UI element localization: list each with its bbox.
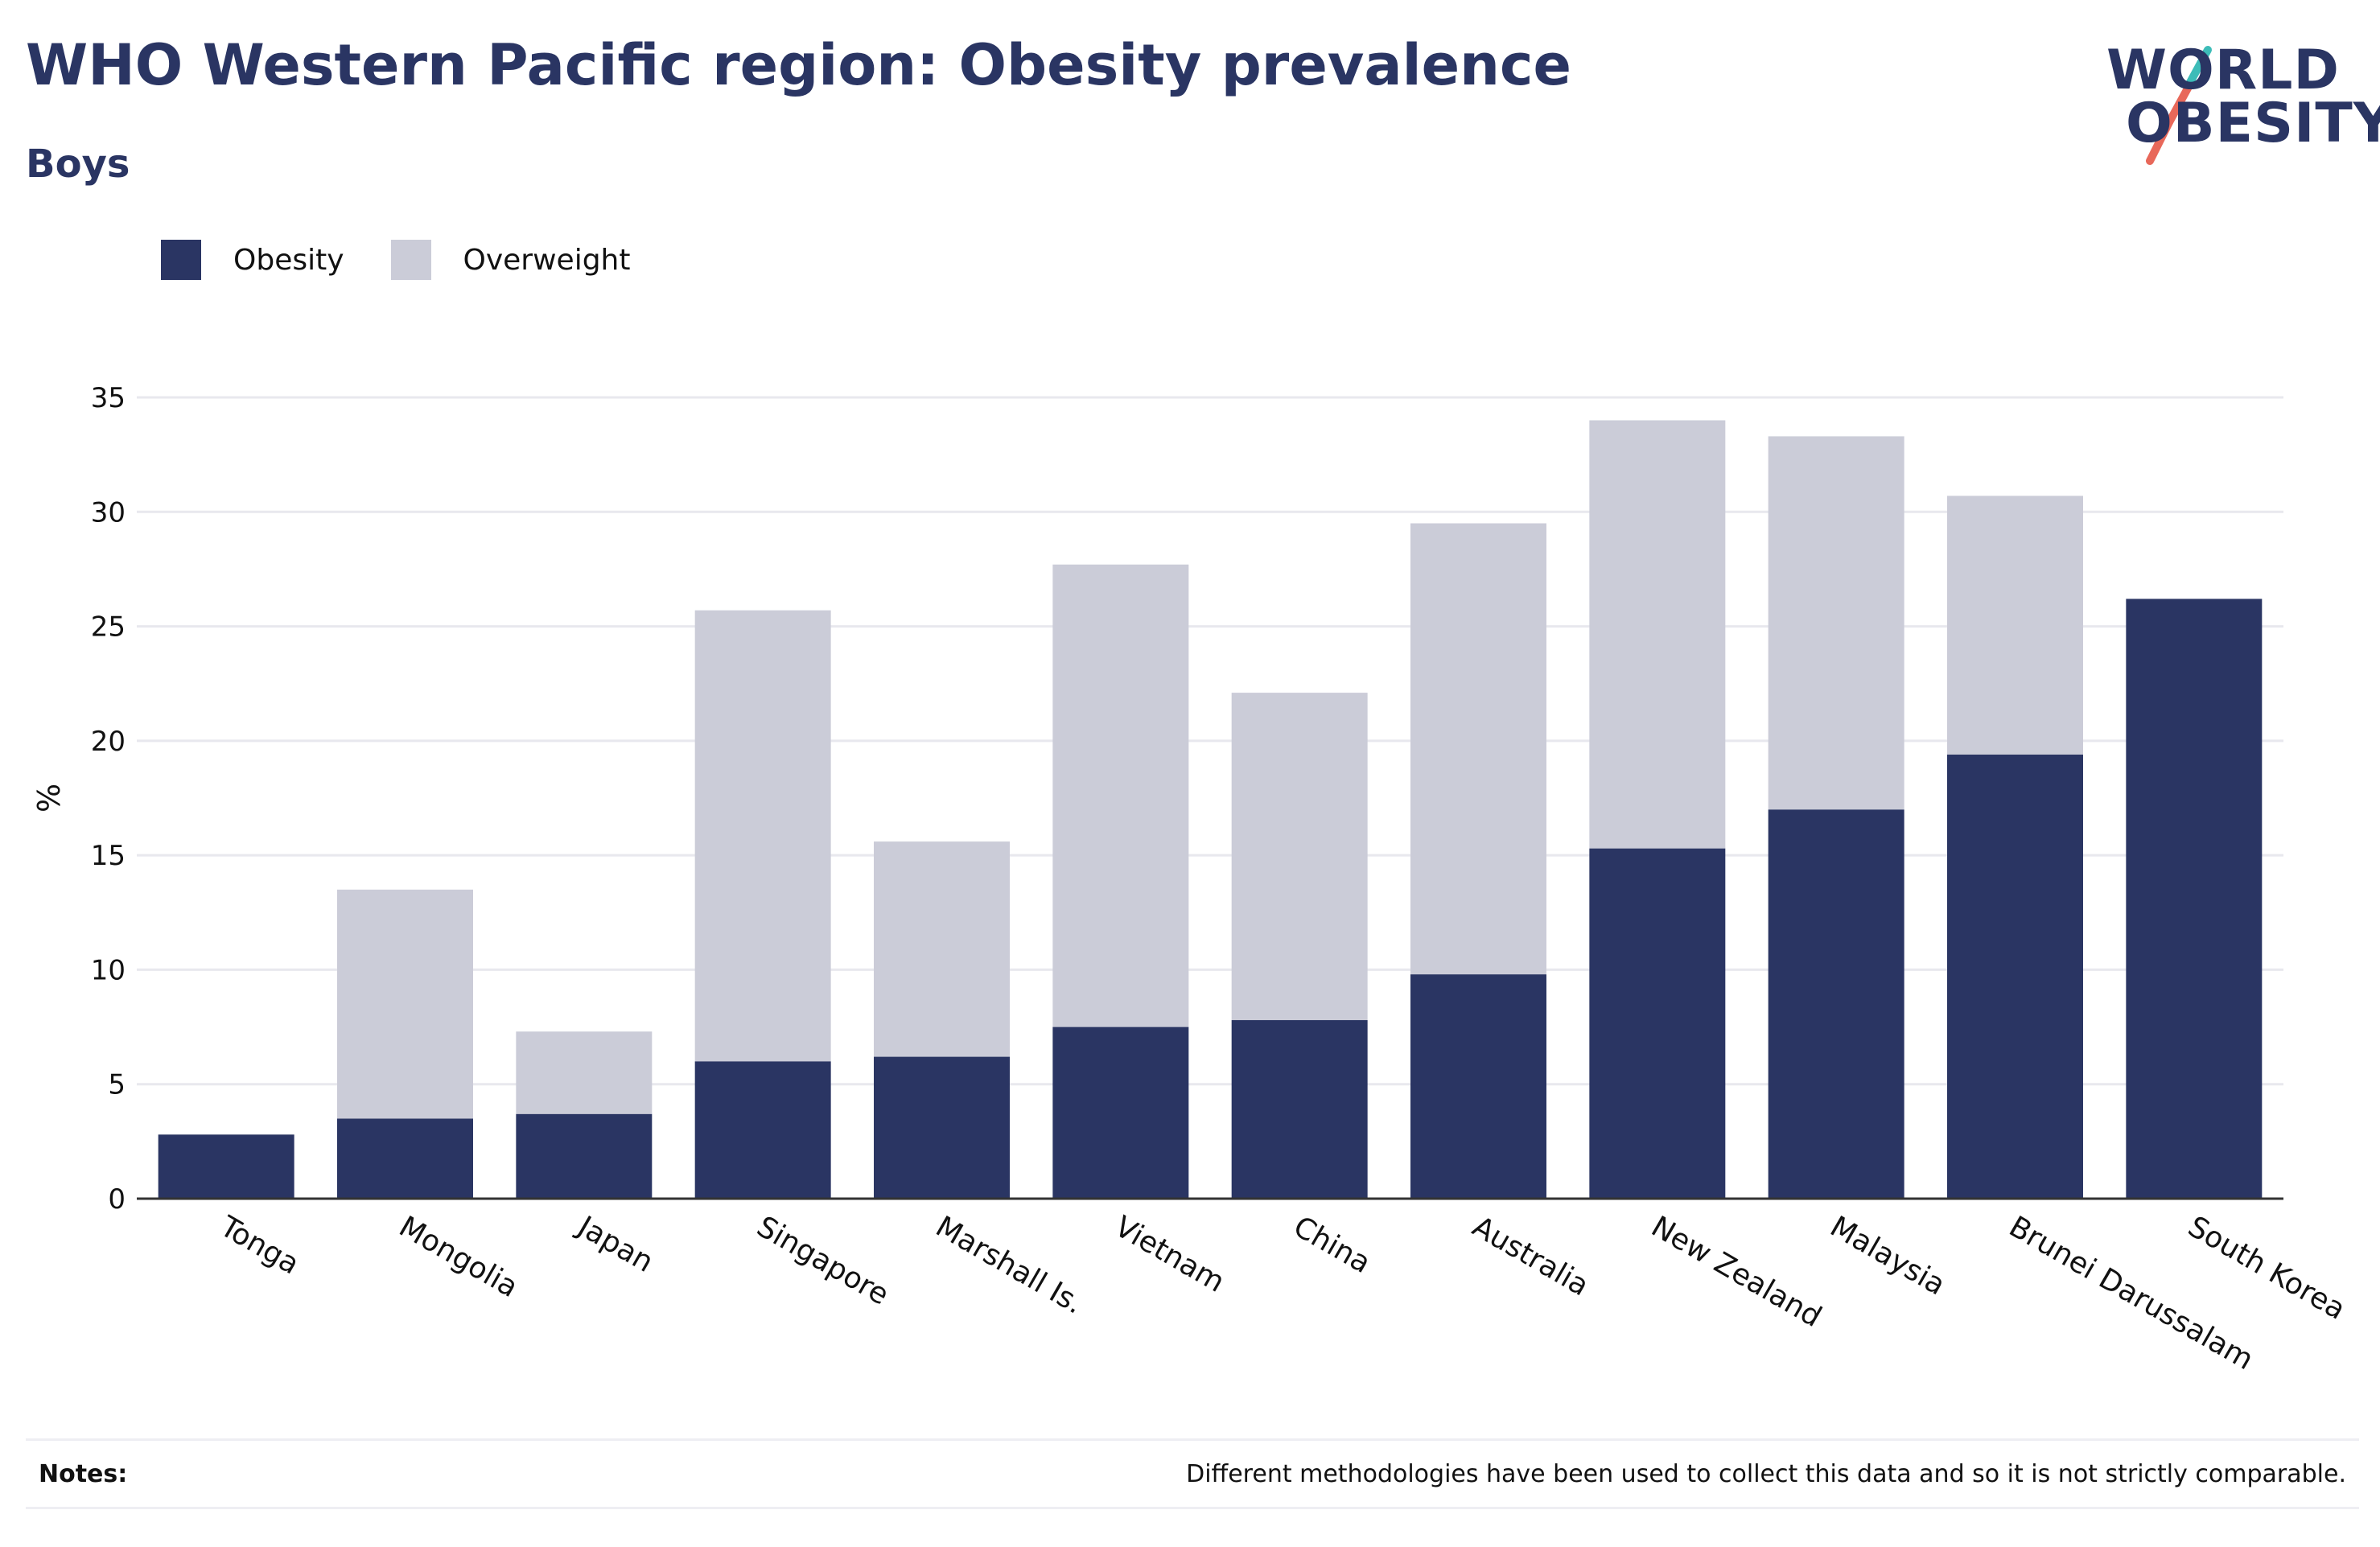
bar-overweight-australia [1410, 523, 1546, 975]
bar-obesity-marshall-is- [874, 1056, 1010, 1199]
y-tick-label: 15 [91, 840, 126, 872]
bar-overweight-new-zealand [1589, 420, 1726, 849]
bar-overweight-vietnam [1052, 564, 1189, 1027]
y-tick-label: 5 [108, 1069, 126, 1101]
bar-overweight-marshall-is- [874, 841, 1010, 1057]
bar-obesity-malaysia [1768, 809, 1904, 1199]
legend-item-obesity: Obesity [161, 240, 344, 280]
chart-title: WHO Western Pacific region: Obesity prev… [26, 32, 1571, 98]
bar-obesity-vietnam [1052, 1027, 1189, 1199]
chart-subtitle: Boys [26, 142, 130, 187]
y-tick-label: 10 [91, 954, 126, 986]
x-tick-label: Japan [571, 1209, 659, 1279]
notes-bottom-divider [26, 1507, 2359, 1509]
y-tick-label: 25 [91, 611, 126, 644]
bar-obesity-singapore [694, 1061, 831, 1199]
legend-swatch-overweight [390, 240, 431, 280]
logo-text-obesity: OBESITY [2126, 92, 2380, 155]
bar-obesity-brunei-darussalam [1947, 754, 2083, 1199]
x-tick-label: South Korea [2182, 1210, 2350, 1327]
world-obesity-logo: WORLD OBESITY [2092, 32, 2380, 177]
x-tick-label: Mongolia [393, 1210, 524, 1304]
chart-legend: Obesity Overweight [161, 240, 677, 280]
bar-overweight-brunei-darussalam [1947, 496, 2083, 755]
y-axis-label: % [31, 784, 67, 813]
y-tick-label: 0 [108, 1183, 126, 1216]
x-tick-label: Vietnam [1109, 1210, 1229, 1299]
x-tick-label: New Zealand [1645, 1210, 1826, 1334]
notes-label: Notes: [39, 1460, 128, 1488]
bar-obesity-tonga [158, 1134, 294, 1199]
bar-overweight-mongolia [337, 889, 473, 1119]
legend-label-overweight: Overweight [463, 243, 631, 277]
bar-obesity-japan [516, 1113, 653, 1199]
notes-top-divider [26, 1438, 2359, 1441]
legend-item-overweight: Overweight [390, 240, 631, 280]
bar-obesity-south-korea [2126, 599, 2263, 1199]
x-tick-label: Tonga [214, 1210, 305, 1282]
bar-obesity-australia [1410, 974, 1546, 1199]
bar-obesity-new-zealand [1589, 848, 1726, 1199]
legend-swatch-obesity [161, 240, 201, 280]
bar-obesity-mongolia [337, 1118, 473, 1199]
x-tick-label: China [1288, 1210, 1377, 1280]
y-tick-label: 20 [91, 726, 126, 758]
legend-label-obesity: Obesity [233, 243, 344, 277]
bar-overweight-japan [516, 1031, 653, 1114]
x-tick-label: Malaysia [1825, 1210, 1951, 1302]
x-tick-label: Marshall Is. [930, 1210, 1089, 1320]
bar-overweight-singapore [694, 610, 831, 1062]
x-tick-label: Singapore [751, 1210, 895, 1311]
bar-overweight-malaysia [1768, 436, 1904, 810]
notes-text: Different methodologies have been used t… [1186, 1460, 2346, 1488]
bar-overweight-china [1231, 693, 1368, 1021]
logo-text-world: WORLD [2106, 39, 2340, 102]
y-tick-label: 35 [91, 382, 126, 414]
logo-slash-icon [2146, 46, 2212, 165]
y-tick-label: 30 [91, 496, 126, 529]
bar-obesity-china [1231, 1020, 1368, 1199]
x-tick-label: Australia [1467, 1210, 1594, 1302]
